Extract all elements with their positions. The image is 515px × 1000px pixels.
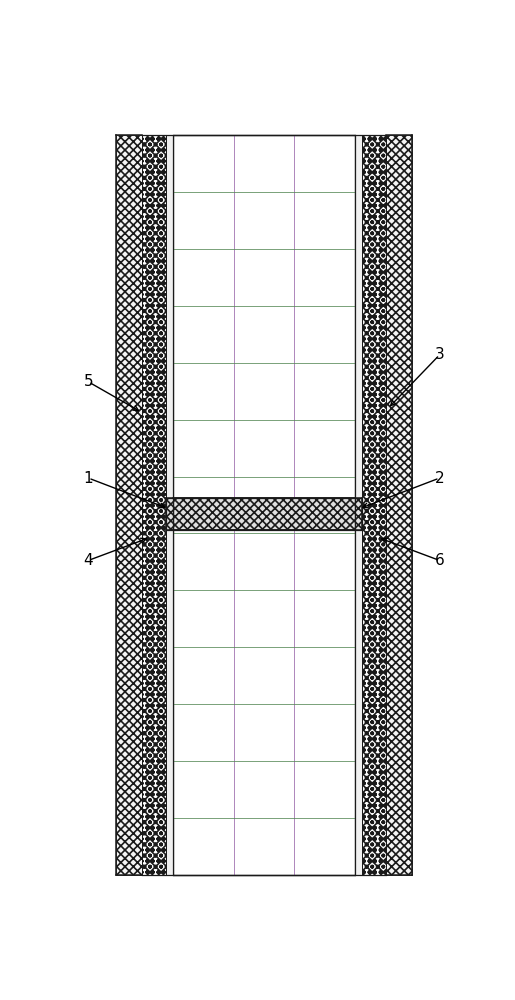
Bar xyxy=(173,135,355,875)
Bar xyxy=(116,135,142,875)
Bar xyxy=(355,135,362,875)
Text: 3: 3 xyxy=(435,347,444,362)
Bar xyxy=(166,498,173,530)
Text: 4: 4 xyxy=(83,553,93,568)
Text: 6: 6 xyxy=(435,553,444,568)
Text: 1: 1 xyxy=(83,471,93,486)
Text: 2: 2 xyxy=(435,471,444,486)
Bar xyxy=(355,498,362,530)
Bar xyxy=(386,135,411,875)
Text: 5: 5 xyxy=(83,374,93,389)
Bar xyxy=(362,135,386,875)
Bar xyxy=(142,135,166,875)
Bar xyxy=(142,135,166,875)
Bar xyxy=(173,498,355,530)
Bar xyxy=(362,135,386,875)
Bar xyxy=(166,135,173,875)
Bar xyxy=(173,135,355,875)
